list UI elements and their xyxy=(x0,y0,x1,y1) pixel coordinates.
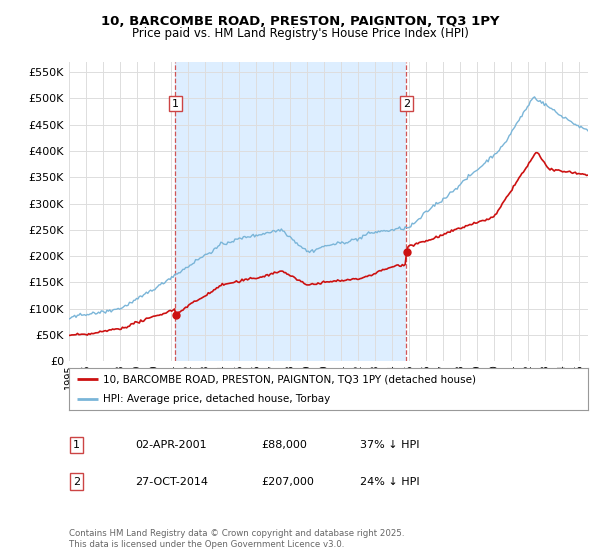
Text: 02-APR-2001: 02-APR-2001 xyxy=(135,440,206,450)
Text: 37% ↓ HPI: 37% ↓ HPI xyxy=(360,440,419,450)
Text: 24% ↓ HPI: 24% ↓ HPI xyxy=(360,477,419,487)
Text: 10, BARCOMBE ROAD, PRESTON, PAIGNTON, TQ3 1PY: 10, BARCOMBE ROAD, PRESTON, PAIGNTON, TQ… xyxy=(101,15,499,28)
Text: Contains HM Land Registry data © Crown copyright and database right 2025.
This d: Contains HM Land Registry data © Crown c… xyxy=(69,529,404,549)
Text: 10, BARCOMBE ROAD, PRESTON, PAIGNTON, TQ3 1PY (detached house): 10, BARCOMBE ROAD, PRESTON, PAIGNTON, TQ… xyxy=(103,374,476,384)
Text: £207,000: £207,000 xyxy=(261,477,314,487)
Text: Price paid vs. HM Land Registry's House Price Index (HPI): Price paid vs. HM Land Registry's House … xyxy=(131,27,469,40)
Text: 2: 2 xyxy=(403,99,410,109)
Text: 1: 1 xyxy=(172,99,179,109)
Text: £88,000: £88,000 xyxy=(261,440,307,450)
Bar xyxy=(175,62,406,361)
Text: 1: 1 xyxy=(73,440,80,450)
Text: HPI: Average price, detached house, Torbay: HPI: Average price, detached house, Torb… xyxy=(103,394,330,404)
Text: 2: 2 xyxy=(73,477,80,487)
Text: 27-OCT-2014: 27-OCT-2014 xyxy=(135,477,208,487)
